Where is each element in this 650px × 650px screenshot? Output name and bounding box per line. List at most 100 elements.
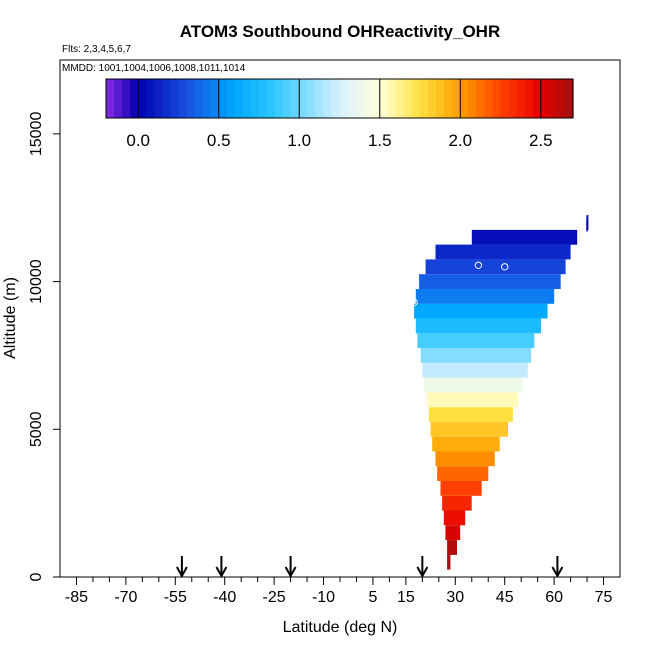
open-circle-marker — [410, 298, 418, 306]
colorbar-segment — [339, 79, 349, 118]
data-bin — [471, 229, 578, 245]
colorbar-segment — [138, 79, 147, 118]
colorbar-segment — [170, 79, 180, 118]
colorbar-segment — [106, 79, 115, 118]
arrow-head — [284, 566, 297, 579]
colorbar-segment — [162, 79, 172, 118]
colorbar-segment — [492, 79, 502, 118]
x-tick-label: -40 — [213, 589, 236, 606]
x-axis-label: Latitude (deg N) — [283, 619, 398, 636]
colorbar-segment — [347, 79, 357, 118]
colorbar-segment — [218, 79, 228, 118]
colorbar-frame — [105, 78, 574, 119]
colorbar-segment — [532, 79, 542, 118]
colorbar-segment — [403, 79, 413, 118]
colorbar-segment — [114, 79, 123, 118]
data-bin — [428, 407, 513, 422]
colorbar-tick-label: 2.5 — [529, 131, 553, 150]
data-bin — [419, 274, 561, 289]
colorbar-segment — [331, 79, 341, 118]
colorbar-segment — [428, 79, 437, 118]
x-tick-label: 45 — [496, 589, 514, 606]
colorbar-segment — [556, 79, 566, 118]
colorbar-segment — [420, 79, 429, 118]
colorbar-segment — [130, 79, 139, 118]
open-circle-marker — [501, 263, 509, 271]
colorbar-segment — [371, 79, 381, 118]
y-tick-label: 0 — [28, 572, 45, 581]
data-bins-layer — [414, 215, 589, 570]
colorbar-segment — [411, 79, 421, 118]
colorbar-tick-label: 0.5 — [207, 131, 231, 150]
colorbar-tick-label: 2.0 — [448, 131, 472, 150]
colorbar-segment — [500, 79, 510, 118]
colorbar-segment — [484, 79, 494, 118]
x-tick-label: -55 — [164, 589, 187, 606]
data-bin — [420, 348, 532, 363]
colorbar-segment — [299, 79, 308, 118]
colorbar-segment — [379, 79, 389, 118]
colorbar-segment — [258, 79, 268, 118]
data-bin — [422, 362, 528, 378]
x-tick-label: 75 — [595, 589, 613, 606]
data-bin — [427, 392, 518, 408]
data-bin — [435, 451, 495, 467]
colorbar-tick-label: 1.5 — [368, 131, 392, 150]
data-bin — [443, 510, 466, 526]
y-tick-label: 5000 — [28, 411, 45, 447]
data-bin — [432, 436, 500, 452]
colorbar-segment — [122, 79, 131, 118]
dates-subtitle: MMDD: 1001,1004,1006,1008,1011,1014 — [62, 63, 246, 74]
y-tick-label: 10000 — [28, 259, 45, 304]
colorbar-segment — [146, 79, 155, 118]
data-bin — [445, 525, 461, 541]
colorbar-segment — [234, 79, 244, 118]
x-tick-label: 30 — [446, 589, 464, 606]
colorbar-segment — [178, 79, 188, 118]
colorbar-segment — [186, 79, 196, 118]
marker-layer — [409, 219, 588, 563]
data-bin — [424, 377, 523, 393]
data-bin — [435, 244, 571, 260]
colorbar-segment — [524, 79, 534, 118]
arrow-head — [416, 566, 429, 579]
data-bin — [415, 318, 541, 334]
flights-subtitle: Flts: 2,3,4,5,6,7 — [62, 44, 131, 55]
colorbar-segment — [508, 79, 518, 118]
colorbar-tick-label: 1.0 — [287, 131, 311, 150]
colorbar-segment — [476, 79, 486, 118]
data-bin — [415, 289, 555, 304]
data-bin — [437, 466, 489, 481]
chart-title: ATOM3 Southbound OHReactivity_OHR — [180, 22, 501, 41]
x-tick-label: -25 — [263, 589, 286, 606]
colorbar-segment — [468, 79, 477, 118]
colorbar-segment — [355, 79, 365, 118]
data-bin — [425, 259, 566, 275]
colorbar-segment — [202, 79, 212, 118]
colorbar-tick-label: 0.0 — [126, 131, 150, 150]
data-bin — [442, 495, 472, 511]
colorbar-segment — [387, 79, 397, 118]
colorbar-segment — [210, 79, 220, 118]
x-tick-label: 15 — [397, 589, 415, 606]
arrow-head — [215, 566, 228, 579]
colorbar-segment — [395, 79, 405, 118]
arrow-head — [176, 566, 188, 579]
y-axis: 0 5000 10000 15000 — [28, 112, 60, 581]
flight-arrows — [176, 556, 564, 579]
colorbar-segment — [564, 79, 574, 118]
colorbar-segment — [548, 79, 558, 118]
data-bin — [447, 540, 457, 555]
colorbar-segment — [291, 79, 300, 118]
colorbar-segment — [540, 79, 550, 118]
data-bin — [414, 303, 548, 319]
colorbar-segment — [436, 79, 445, 118]
data-bin — [440, 481, 482, 496]
data-bin — [417, 333, 535, 349]
colorbar-segment — [283, 79, 292, 118]
y-axis-label: Altitude (m) — [2, 277, 19, 359]
colorbar-segment — [516, 79, 526, 118]
colorbar-segment — [307, 79, 316, 118]
colorbar-segment — [363, 79, 373, 118]
